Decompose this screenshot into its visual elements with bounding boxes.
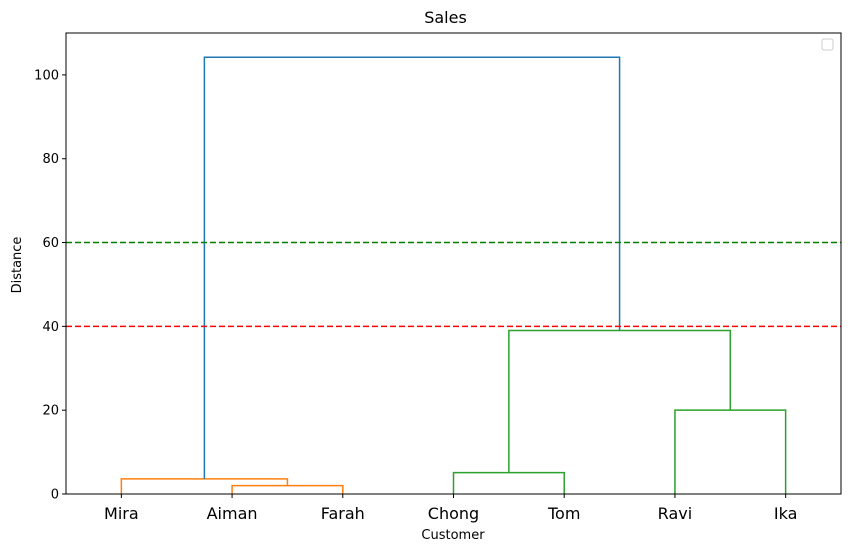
leaf-label-ika: Ika bbox=[774, 504, 798, 523]
dendrogram-link-5 bbox=[508, 329, 732, 473]
plot-content bbox=[66, 56, 841, 494]
dendrogram-link-1 bbox=[231, 484, 344, 494]
y-tick-label: 100 bbox=[34, 68, 59, 83]
y-tick-label: 40 bbox=[42, 320, 59, 335]
y-tick-label: 0 bbox=[51, 488, 59, 503]
leaf-label-mira: Mira bbox=[104, 504, 139, 523]
y-tick-label: 80 bbox=[42, 152, 59, 167]
legend-box bbox=[821, 38, 834, 51]
dendrogram-link-4 bbox=[674, 409, 787, 494]
leaf-label-chong: Chong bbox=[428, 504, 479, 523]
y-tick-label: 60 bbox=[42, 236, 59, 251]
dendrogram-link-6 bbox=[203, 56, 621, 479]
y-axis-label: Distance bbox=[10, 237, 25, 294]
y-tick-label: 20 bbox=[42, 404, 59, 419]
chart-title: Sales bbox=[424, 8, 467, 27]
dendrogram-link-3 bbox=[452, 471, 565, 494]
leaf-label-farah: Farah bbox=[321, 504, 365, 523]
y-axis-ticks: 0 20 40 60 80 100 bbox=[34, 68, 66, 503]
x-axis-label: Customer bbox=[421, 528, 485, 543]
leaf-label-aiman: Aiman bbox=[207, 504, 258, 523]
x-axis-ticks: Mira Aiman Farah Chong Tom Ravi Ika bbox=[104, 494, 797, 523]
dendrogram-link-2 bbox=[120, 478, 289, 494]
leaf-label-ravi: Ravi bbox=[658, 504, 692, 523]
leaf-label-tom: Tom bbox=[547, 504, 580, 523]
plot-frame bbox=[65, 32, 842, 495]
